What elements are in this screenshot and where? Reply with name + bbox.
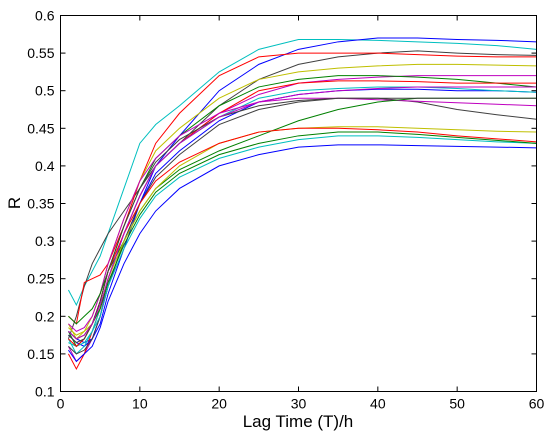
y-tick-label-4: 0.3 bbox=[35, 233, 55, 249]
series-line-20 bbox=[68, 86, 537, 340]
series-line-6 bbox=[67, 75, 537, 363]
series-line-11 bbox=[68, 97, 537, 355]
x-tick-label-3: 30 bbox=[291, 396, 307, 412]
y-tick-label-10: 0.6 bbox=[35, 8, 55, 24]
y-tick-label-7: 0.45 bbox=[27, 120, 54, 136]
y-tick-label-2: 0.2 bbox=[35, 308, 55, 324]
series-line-16 bbox=[68, 127, 537, 348]
series-line-12 bbox=[68, 97, 537, 332]
y-tick-label-0: 0.1 bbox=[35, 384, 55, 400]
y-tick-label-1: 0.15 bbox=[27, 346, 54, 362]
x-tick-label-0: 0 bbox=[57, 396, 65, 412]
series-line-7 bbox=[67, 75, 537, 348]
series-line-4 bbox=[68, 52, 537, 325]
series-line-17 bbox=[68, 144, 537, 363]
y-tick-label-3: 0.25 bbox=[27, 271, 54, 287]
y-tick-label-8: 0.5 bbox=[35, 83, 55, 99]
x-axis-title: Lag Time (T)/h bbox=[243, 412, 354, 431]
series-line-15 bbox=[68, 135, 537, 347]
series-line-8 bbox=[67, 80, 537, 371]
x-tick-label-5: 50 bbox=[449, 396, 465, 412]
x-tick-label-6: 60 bbox=[529, 396, 545, 412]
tick-layer: 0 10 20 30 40 50 60 0.1 0.15 0.2 0.25 0.3 0.35 0.4 0.4… bbox=[27, 8, 544, 412]
y-tick-label-9: 0.55 bbox=[27, 45, 54, 61]
series-line-5 bbox=[67, 63, 537, 340]
series-line-13 bbox=[68, 97, 537, 325]
series-line-1 bbox=[67, 39, 537, 307]
y-axis-title: R bbox=[5, 197, 24, 209]
series-layer bbox=[67, 37, 537, 371]
x-tick-label-4: 40 bbox=[370, 396, 386, 412]
y-tick-label-6: 0.4 bbox=[35, 158, 55, 174]
x-tick-label-2: 20 bbox=[211, 396, 227, 412]
x-tick-label-1: 10 bbox=[132, 396, 148, 412]
series-line-14 bbox=[68, 126, 537, 336]
y-tick-label-5: 0.35 bbox=[27, 196, 54, 212]
